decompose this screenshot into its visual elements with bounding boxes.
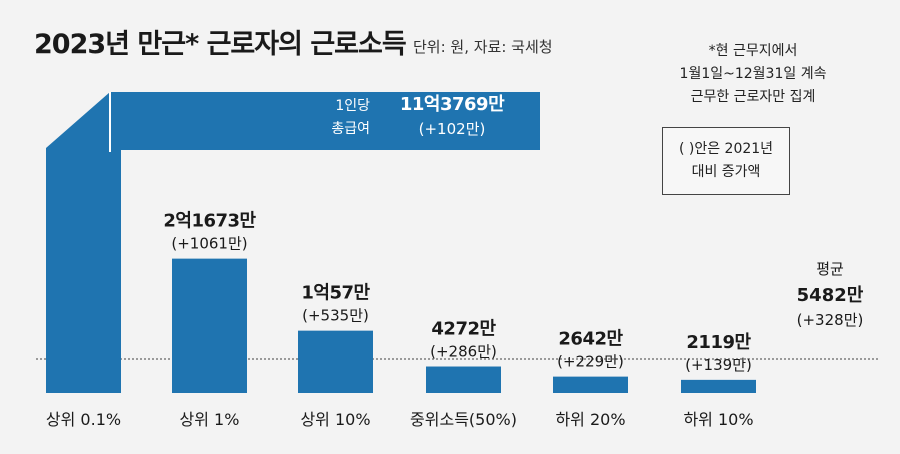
change-label-3: (+286만) <box>430 343 497 361</box>
legend-line-1: ( )안은 2021년 <box>678 141 774 157</box>
value-label-1: 2억1673만 <box>163 211 256 232</box>
change-label-4: (+229만) <box>557 353 624 371</box>
value-label-3: 4272만 <box>431 319 496 340</box>
value-label-2: 1억57만 <box>301 283 370 304</box>
change-label-1: (+1061만) <box>171 235 247 253</box>
category-label-4: 하위 20% <box>555 410 625 429</box>
value-label-4: 2642만 <box>558 329 623 350</box>
value-label-top-0-1: 11억3769만 <box>400 94 505 115</box>
top-bar-caption-1: 1인당 <box>335 98 370 114</box>
bar-5 <box>681 379 756 393</box>
category-label-0: 상위 0.1% <box>46 410 121 429</box>
bar-2 <box>298 330 373 393</box>
bar-1 <box>172 258 247 393</box>
category-label-2: 상위 10% <box>300 410 370 429</box>
footnote-line-3: 근무한 근로자만 집계 <box>690 89 816 105</box>
footnote-line-1: *현 근무지에서 <box>708 43 798 59</box>
category-label-1: 상위 1% <box>180 410 240 429</box>
average-value-label: 5482만 <box>797 285 864 306</box>
chart-title: 2023년 만근* 근로자의 근로소득 <box>34 29 407 60</box>
category-label-5: 하위 10% <box>683 410 753 429</box>
change-label-top-0-1: (+102만) <box>419 120 486 138</box>
category-label-3: 중위소득(50%) <box>410 410 517 429</box>
footnote-line-2: 1월1일~12월31일 계속 <box>679 66 827 82</box>
legend-line-2: 대비 증가액 <box>691 164 761 180</box>
chart-footnote: *현 근무지에서 1월1일~12월31일 계속 근무한 근로자만 집계 <box>638 40 868 109</box>
top-bar-caption-2: 총급여 <box>331 121 370 137</box>
average-label: 평균 <box>816 260 844 278</box>
bar-top-0-1-percent <box>46 92 540 393</box>
average-change-label: (+328만) <box>797 311 864 329</box>
change-label-5: (+139만) <box>685 356 752 374</box>
bar-4 <box>553 376 628 393</box>
change-label-2: (+535만) <box>302 307 369 325</box>
chart-source: 단위: 원, 자료: 국세청 <box>413 38 553 56</box>
value-label-5: 2119만 <box>686 332 751 353</box>
change-legend-box: ( )안은 2021년 대비 증가액 <box>662 127 790 195</box>
bar-3 <box>426 366 501 393</box>
